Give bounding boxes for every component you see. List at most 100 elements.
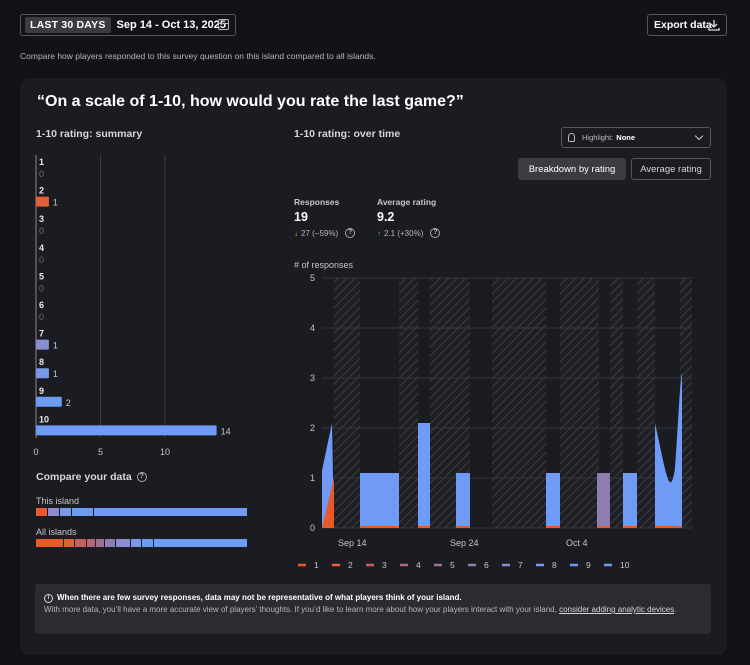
arrow-down-icon: ↓ bbox=[294, 228, 298, 238]
summary-bar bbox=[36, 396, 62, 407]
area-segment bbox=[456, 473, 470, 528]
this-island-bar bbox=[36, 508, 247, 516]
y-tick-label: 0 bbox=[310, 523, 315, 533]
category-label: 8 bbox=[39, 357, 44, 367]
value-label: 1 bbox=[53, 198, 58, 208]
question-title: “On a scale of 1-10, how would you rate … bbox=[37, 93, 464, 110]
compare-segment bbox=[86, 539, 95, 547]
compare-segment bbox=[75, 539, 86, 547]
responses-value: 19 bbox=[294, 210, 308, 224]
date-range-text: Sep 14 - Oct 13, 2025 bbox=[116, 19, 226, 31]
value-label: 0 bbox=[39, 312, 44, 322]
area-baseline bbox=[623, 526, 637, 528]
value-label: 0 bbox=[39, 283, 44, 293]
avg-delta: ↑ 2.1 (+30%) ? bbox=[377, 228, 441, 238]
compare-segment bbox=[36, 508, 47, 516]
category-label: 6 bbox=[39, 300, 44, 310]
avg-value: 9.2 bbox=[377, 210, 395, 224]
y-axis-title: # of responses bbox=[294, 260, 354, 270]
info-end: . bbox=[674, 605, 677, 614]
no-data-region bbox=[680, 278, 692, 528]
all-islands-label: All islands bbox=[36, 527, 77, 537]
all-islands-bar bbox=[36, 539, 247, 547]
area-baseline bbox=[655, 526, 682, 528]
category-label: 1 bbox=[39, 157, 44, 167]
category-label: 4 bbox=[39, 243, 44, 253]
info-banner: i When there are few survey responses, d… bbox=[35, 584, 711, 634]
calendar-icon bbox=[218, 19, 229, 30]
compare-segment bbox=[130, 539, 142, 547]
average-rating-button[interactable]: Average rating bbox=[631, 158, 711, 180]
area-segment bbox=[360, 473, 399, 528]
area-baseline bbox=[418, 526, 430, 528]
legend-label: 2 bbox=[348, 560, 353, 570]
info-bold-text: When there are few survey responses, dat… bbox=[57, 593, 462, 602]
highlight-dropdown[interactable]: Highlight: None bbox=[561, 127, 711, 148]
analytic-devices-link[interactable]: consider adding analytic devices bbox=[559, 605, 675, 614]
value-label: 0 bbox=[39, 226, 44, 236]
area-baseline bbox=[546, 526, 560, 528]
no-data-region bbox=[399, 278, 418, 528]
responses-delta: ↓ 27 (−59%) ? bbox=[294, 228, 356, 238]
category-label: 2 bbox=[39, 186, 44, 196]
area-segment bbox=[322, 478, 334, 528]
area-segment bbox=[418, 423, 430, 528]
compare-segment bbox=[142, 539, 153, 547]
summary-bar bbox=[36, 368, 49, 379]
page-subtitle: Compare how players responded to this su… bbox=[20, 51, 376, 61]
responses-label: Responses bbox=[294, 197, 340, 207]
legend-label: 8 bbox=[552, 560, 557, 570]
no-data-region bbox=[610, 278, 623, 528]
no-data-region bbox=[492, 278, 546, 528]
value-label: 1 bbox=[53, 341, 58, 351]
average-rating-stat: Average rating 9.2 ↑ 2.1 (+30%) ? bbox=[377, 197, 441, 238]
breakdown-by-rating-button[interactable]: Breakdown by rating bbox=[518, 158, 626, 180]
survey-question-panel: “On a scale of 1-10, how would you rate … bbox=[20, 78, 727, 655]
this-island-label: This island bbox=[36, 496, 80, 506]
legend-label: 7 bbox=[518, 560, 523, 570]
area-baseline bbox=[456, 526, 470, 528]
download-icon bbox=[708, 20, 720, 31]
x-tick-label: 5 bbox=[98, 447, 103, 457]
compare-segment bbox=[63, 539, 75, 547]
category-label: 10 bbox=[39, 414, 49, 424]
avg-label: Average rating bbox=[377, 197, 437, 207]
info-body-text: With more data, you’ll have a more accur… bbox=[44, 605, 557, 614]
compare-segment bbox=[94, 508, 247, 516]
area-segment bbox=[597, 473, 610, 528]
y-tick-label: 5 bbox=[310, 273, 315, 283]
value-label: 2 bbox=[66, 398, 71, 408]
highlight-value: None bbox=[616, 133, 636, 142]
summary-bar bbox=[36, 196, 49, 207]
compare-title-text: Compare your data bbox=[36, 471, 132, 483]
x-tick-label: Oct 4 bbox=[566, 538, 588, 548]
x-tick-label: 10 bbox=[160, 447, 170, 457]
area-baseline bbox=[597, 526, 610, 528]
export-data-button[interactable]: Export data bbox=[647, 14, 727, 36]
no-data-region bbox=[334, 278, 360, 528]
compare-segment bbox=[36, 539, 63, 547]
x-tick-label: Sep 24 bbox=[450, 538, 479, 548]
compare-segment bbox=[116, 539, 130, 547]
value-label: 1 bbox=[53, 369, 58, 379]
area-baseline bbox=[360, 526, 399, 528]
help-icon[interactable]: ? bbox=[430, 228, 441, 238]
value-label: 14 bbox=[221, 426, 231, 436]
info-icon: i bbox=[44, 593, 53, 603]
summary-title: 1-10 rating: summary bbox=[36, 128, 143, 140]
date-range-pill: LAST 30 DAYS bbox=[25, 17, 111, 33]
x-tick-label: Sep 14 bbox=[338, 538, 367, 548]
legend-label: 9 bbox=[586, 560, 591, 570]
date-range-picker[interactable]: LAST 30 DAYS Sep 14 - Oct 13, 2025 bbox=[20, 14, 236, 36]
export-data-label: Export data bbox=[654, 19, 712, 31]
y-tick-label: 3 bbox=[310, 373, 315, 383]
help-icon[interactable]: ? bbox=[136, 472, 147, 482]
summary-bar bbox=[36, 339, 49, 350]
compare-segment bbox=[104, 539, 116, 547]
legend-label: 6 bbox=[484, 560, 489, 570]
help-icon[interactable]: ? bbox=[345, 228, 356, 238]
legend-label: 10 bbox=[620, 560, 630, 570]
arrow-up-icon: ↑ bbox=[377, 228, 381, 238]
y-tick-label: 4 bbox=[310, 323, 315, 333]
